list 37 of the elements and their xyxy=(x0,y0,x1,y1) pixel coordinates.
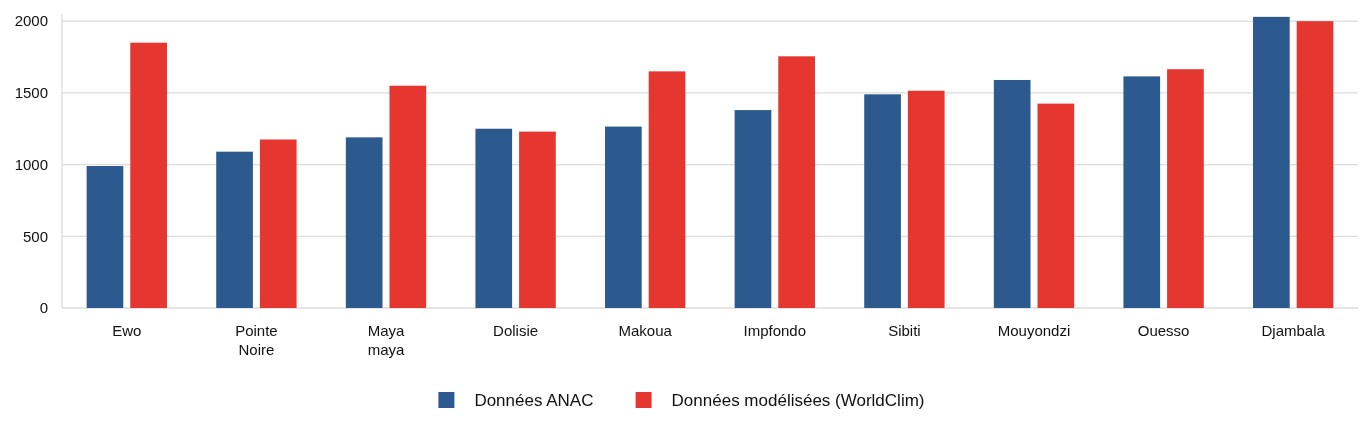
bar xyxy=(86,166,124,308)
y-tick-label: 1000 xyxy=(14,155,48,173)
x-tick-label: Dolisie xyxy=(493,322,539,339)
bar xyxy=(778,56,815,308)
bar xyxy=(259,139,297,308)
bar xyxy=(907,90,945,308)
bar xyxy=(519,131,556,308)
bar xyxy=(1037,103,1075,308)
x-tick-label: Maya maya xyxy=(367,322,405,358)
bar xyxy=(648,71,686,308)
bar xyxy=(216,151,253,308)
bar xyxy=(993,79,1031,308)
x-tick-label: Ouesso xyxy=(1137,322,1190,339)
legend-label: Données ANAC xyxy=(474,391,594,410)
y-tick-label: 2000 xyxy=(14,12,48,30)
bar xyxy=(345,137,383,308)
x-tick-label: Ewo xyxy=(112,322,142,339)
x-tick-label: Pointe Noire xyxy=(235,322,278,358)
bar xyxy=(130,42,167,308)
y-tick-label: 500 xyxy=(22,227,48,245)
bar xyxy=(1167,69,1204,308)
x-tick-label: Sibiti xyxy=(888,322,921,339)
legend-label: Données modélisées (WorldClim) xyxy=(671,391,925,410)
y-tick-label: 1500 xyxy=(14,84,48,102)
bar xyxy=(734,110,772,308)
x-tick-label: Impfondo xyxy=(743,322,807,339)
bar xyxy=(605,126,642,308)
bar xyxy=(1123,76,1161,308)
x-tick-label: Djambala xyxy=(1261,322,1326,339)
bar xyxy=(475,128,513,308)
x-tick-label: Makoua xyxy=(618,322,673,339)
bar xyxy=(1296,21,1334,308)
bar xyxy=(389,85,427,308)
bar xyxy=(1253,16,1290,308)
x-tick-label: Mouyondzi xyxy=(997,322,1071,339)
y-tick-label: 0 xyxy=(39,299,48,317)
bar xyxy=(864,94,901,308)
